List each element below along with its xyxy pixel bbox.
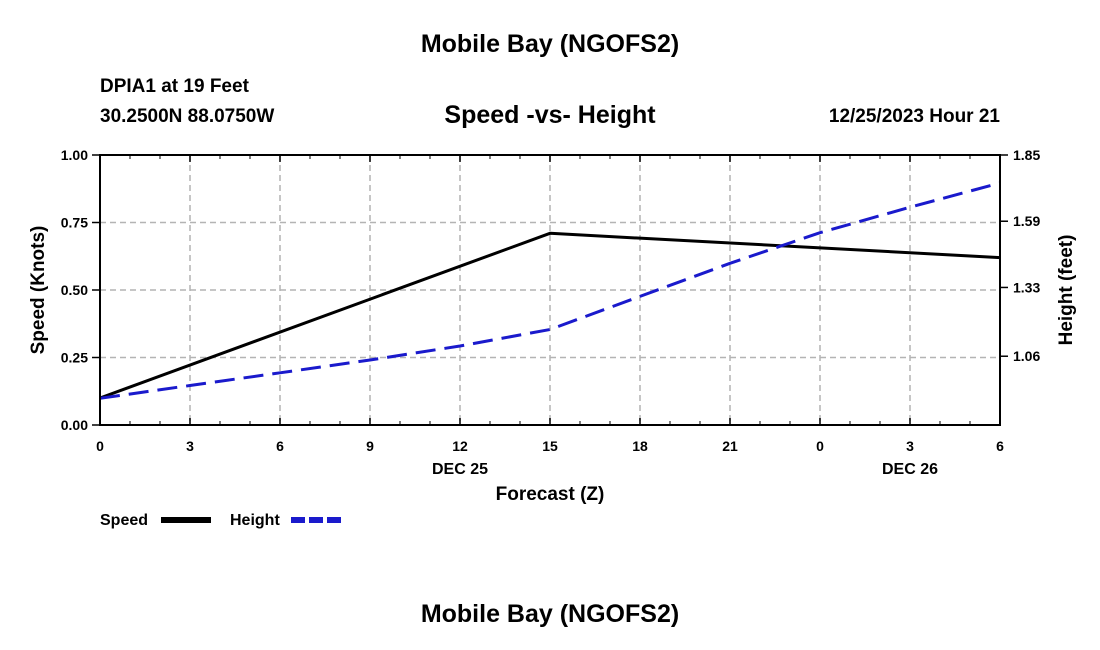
y2-tick-label: 1.33 (1013, 279, 1040, 295)
coordinates-label: 30.2500N 88.0750W (100, 106, 275, 127)
page-title: Mobile Bay (NGOFS2) (420, 30, 680, 58)
footer-title: Mobile Bay (NGOFS2) (420, 600, 680, 628)
axes: 0 3 6 9 12 15 18 21 0 3 6 DEC 25 DEC 26 0.00 0.25 0.50 0… (61, 147, 1041, 478)
legend-speed-label: Speed (100, 512, 148, 529)
datetime-label: 12/25/2023 Hour 21 (828, 106, 1000, 127)
x-tick-label: 3 (906, 438, 914, 454)
station-label: DPIA1 at 19 Feet (100, 76, 249, 97)
grid (100, 154, 1000, 425)
x-tick-label: 21 (722, 438, 738, 454)
legend-height-label: Height (230, 512, 280, 529)
x-date-label: DEC 26 (882, 461, 938, 478)
y2-axis-label: Height (feet) (1056, 235, 1077, 346)
x-date-label: DEC 25 (432, 461, 488, 478)
y-tick-label: 0.25 (61, 350, 88, 366)
x-tick-label: 15 (542, 438, 558, 454)
y-tick-label: 1.00 (61, 147, 88, 163)
series-layer (99, 181, 1001, 400)
y-tick-label: 0.00 (61, 417, 88, 433)
x-tick-label: 6 (276, 438, 284, 454)
x-tick-label: 12 (452, 438, 468, 454)
x-axis-label: Forecast (Z) (496, 484, 605, 505)
x-tick-label: 0 (96, 438, 104, 454)
chart-title: Speed -vs- Height (444, 101, 656, 129)
x-tick-label: 3 (186, 438, 194, 454)
x-tick-label: 6 (996, 438, 1004, 454)
y-tick-label: 0.75 (61, 215, 88, 231)
y2-tick-label: 1.85 (1013, 147, 1040, 163)
series-speed-line (99, 231, 1001, 400)
y2-tick-label: 1.06 (1013, 348, 1040, 364)
x-tick-label: 0 (816, 438, 824, 454)
legend: Speed Height (100, 512, 341, 529)
x-tick-label: 18 (632, 438, 648, 454)
series-height-line (99, 181, 1001, 400)
y2-tick-label: 1.59 (1013, 213, 1040, 229)
y-axis-label: Speed (Knots) (28, 226, 49, 355)
x-tick-label: 9 (366, 438, 374, 454)
y-tick-label: 0.50 (61, 282, 88, 298)
